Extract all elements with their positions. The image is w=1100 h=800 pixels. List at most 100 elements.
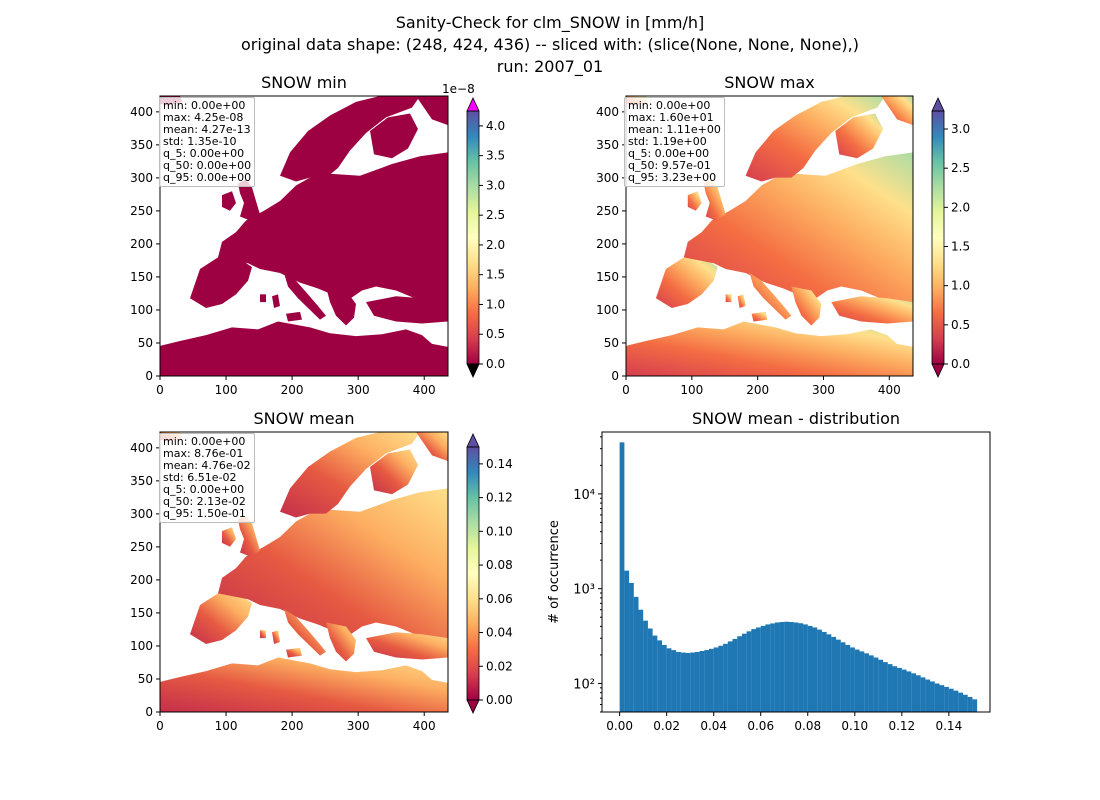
histogram-bar (892, 666, 898, 712)
stat-line: max: 8.76e-01 (163, 447, 244, 460)
colorbar-tick-label: 2.5 (951, 161, 970, 175)
stats-box-snow-mean: min: 0.00e+00 max: 8.76e-01 mean: 4.76e-… (159, 433, 255, 523)
stat-line: std: 1.19e+00 (628, 135, 707, 148)
histogram-bar (666, 648, 672, 712)
stats-box-snow-min: min: 0.00e+00 max: 4.25e-08 mean: 4.27e-… (159, 97, 256, 187)
histogram-bar (835, 639, 841, 712)
histogram-bar (859, 651, 865, 712)
histogram-bar (699, 651, 705, 712)
stat-line: q_50: 9.57e-01 (628, 159, 711, 172)
x-tick-label: 0.02 (653, 719, 680, 733)
stat-line: q_5: 0.00e+00 (163, 147, 245, 160)
x-tick-label: 100 (680, 383, 703, 397)
histogram-bar (661, 644, 667, 712)
histogram-bar (708, 648, 714, 712)
colorbar-extend-upper (931, 97, 945, 112)
histogram-bar (793, 622, 799, 712)
colorbar-frame (466, 110, 480, 365)
y-tick-label: 0 (611, 369, 619, 383)
histogram-bar (901, 669, 907, 712)
histogram-bar (868, 655, 874, 712)
y-tick-label: 250 (596, 204, 619, 218)
stat-line: max: 1.60e+01 (628, 111, 714, 124)
histogram-bar (629, 582, 634, 712)
histogram-bar (751, 629, 757, 712)
histogram-bar (925, 679, 931, 712)
x-tick-label: 300 (812, 383, 835, 397)
colorbar-tick-label: 3.5 (486, 149, 505, 163)
histogram-bar (760, 625, 766, 712)
histogram-bar (930, 681, 935, 712)
colorbar-tick-label: 0.10 (486, 524, 513, 538)
colorbar-snow-max: 0.0 0.5 1.0 1.5 2.0 2.5 3.0 (931, 97, 970, 378)
colorbar-tick-label: 2.0 (486, 238, 505, 252)
x-tick-label: 0.04 (700, 719, 727, 733)
histogram-bar (619, 442, 625, 712)
colorbar-gradient (932, 111, 944, 364)
stat-line: min: 0.00e+00 (163, 99, 246, 112)
colorbar-extend-upper (466, 433, 480, 448)
histogram-bar (972, 699, 978, 712)
histogram-bar (784, 621, 790, 712)
colorbar-tick-label: 1.5 (951, 240, 970, 254)
stat-line: mean: 1.11e+00 (628, 123, 721, 136)
histogram-bar (704, 650, 710, 712)
figure-title-line-3: run: 2007_01 (496, 57, 604, 76)
histogram-bar (680, 652, 686, 712)
stats-box-snow-max: min: 0.00e+00 max: 1.60e+01 mean: 1.11e+… (624, 97, 725, 187)
y-tick-label: 300 (130, 507, 153, 521)
histogram-bar (944, 686, 949, 712)
x-tick-label: 0.08 (794, 719, 821, 733)
panel-title: SNOW max (724, 73, 814, 92)
map-frame (159, 95, 449, 377)
x-tick-label: 0.10 (841, 719, 868, 733)
histogram-bar (826, 634, 832, 712)
histogram-bar (756, 627, 761, 712)
colorbar-tick-label: 0.0 (951, 357, 970, 371)
histogram-bar (840, 642, 846, 712)
x-tick-label: 0.14 (935, 719, 962, 733)
y-tick-label: 50 (138, 336, 153, 350)
histogram-bar (864, 653, 869, 712)
stat-line: mean: 4.27e-13 (163, 123, 251, 136)
colorbar-tick-label: 0.08 (486, 558, 513, 572)
histogram-bar (732, 638, 738, 712)
stat-line: q_5: 0.00e+00 (628, 147, 710, 160)
y-tick-label: 10² (573, 677, 595, 692)
stat-line: std: 6.51e-02 (163, 471, 237, 484)
x-tick-label: 0 (156, 383, 164, 397)
colorbar-tick-label: 0.5 (486, 327, 505, 341)
histogram-bar (694, 651, 700, 712)
histogram-bar (671, 650, 677, 712)
colorbar-tick-label: 0.0 (486, 357, 505, 371)
figure-title-line-2: original data shape: (248, 424, 436) -- … (241, 35, 859, 54)
y-tick-label: 50 (138, 672, 153, 686)
histogram-frame (601, 431, 991, 713)
y-tick-label: 10⁴ (573, 488, 595, 503)
histogram-bar (727, 641, 733, 712)
histogram-bar (878, 659, 884, 712)
colorbar-tick-label: 1.5 (486, 268, 505, 282)
histogram-bar (850, 647, 855, 712)
y-tick-label: 100 (130, 639, 153, 653)
histogram-bar (883, 662, 888, 712)
y-tick-label: 150 (596, 270, 619, 284)
colorbar-gradient (467, 111, 479, 364)
colorbar-tick-label: 0.12 (486, 491, 513, 505)
y-tick-label: 10³ (573, 583, 595, 598)
colorbar-extend-upper (466, 97, 480, 112)
y-tick-label: 250 (130, 204, 153, 218)
histogram-bar (788, 622, 794, 712)
histogram-bar (638, 609, 644, 712)
stat-line: q_50: 2.13e-02 (163, 495, 246, 508)
stat-line: q_50: 0.00e+00 (163, 159, 252, 172)
colorbar-frame (931, 110, 945, 365)
y-tick-label: 100 (130, 303, 153, 317)
histogram-bar (779, 622, 785, 712)
histogram-bar (718, 645, 724, 712)
y-tick-label: 0 (145, 369, 153, 383)
x-tick-label: 200 (281, 719, 304, 733)
y-tick-label: 400 (130, 441, 153, 455)
map-frame (159, 431, 449, 713)
